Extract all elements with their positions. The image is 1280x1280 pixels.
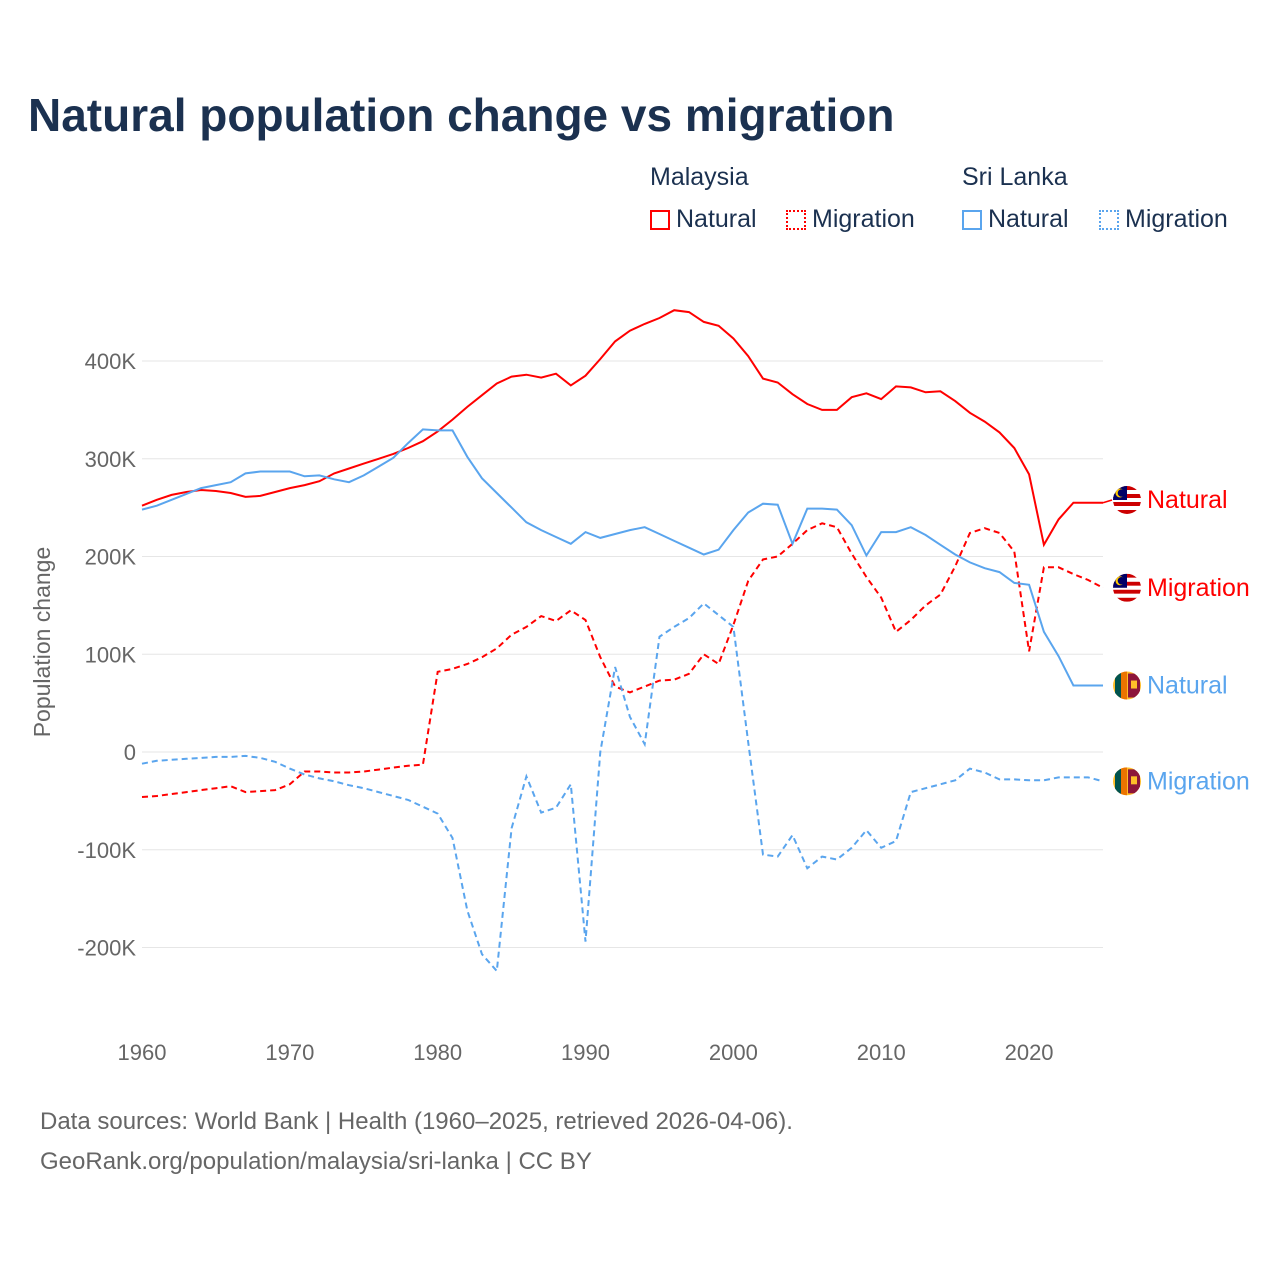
series-line-sri-lanka-migration [141, 602, 1104, 974]
sri-lanka-flag-icon [1113, 767, 1141, 796]
legend-label: Natural [988, 205, 1069, 233]
end-label-sri-lanka-natural: Natural [1113, 671, 1228, 700]
solid-swatch-icon [962, 209, 982, 230]
x-tick-label: 1990 [561, 1040, 610, 1065]
x-tick-label: 2010 [857, 1040, 906, 1065]
y-tick-label: -100K [77, 838, 136, 863]
y-tick-label: 300K [85, 447, 137, 472]
legend-item-malaysia-migration[interactable]: Migration [786, 205, 915, 234]
footer-sources: Data sources: World Bank | Health (1960–… [40, 1108, 793, 1135]
legend-group-sri-lanka: Sri Lanka [962, 163, 1068, 191]
y-tick-label: 100K [85, 642, 137, 667]
y-tick-label: -200K [77, 936, 136, 961]
end-label-sri-lanka-migration: Migration [1113, 767, 1250, 796]
y-tick-label: 200K [85, 545, 137, 570]
legend-group-malaysia: Malaysia [650, 163, 749, 191]
x-tick-label: 1970 [265, 1040, 314, 1065]
footer-attribution: GeoRank.org/population/malaysia/sri-lank… [40, 1148, 592, 1175]
legend-label: Natural [676, 205, 757, 233]
dotted-swatch-icon [786, 209, 806, 230]
legend-item-sri-lanka-migration[interactable]: Migration [1099, 205, 1228, 234]
x-tick-label: 1980 [413, 1040, 462, 1065]
legend-label: Migration [812, 205, 915, 233]
solid-swatch-icon [650, 209, 670, 230]
end-label-text: Migration [1147, 574, 1250, 602]
end-label-malaysia-migration: Migration [1113, 573, 1250, 602]
legend-label: Migration [1125, 205, 1228, 233]
y-axis-label: Population change [29, 547, 55, 738]
malaysia-flag-icon [1113, 486, 1141, 514]
label-connector [1102, 499, 1113, 504]
malaysia-flag-icon [1113, 573, 1141, 602]
dotted-swatch-icon [1099, 209, 1119, 230]
end-label-text: Migration [1147, 767, 1250, 795]
y-tick-label: 400K [85, 349, 137, 374]
end-label-text: Natural [1147, 486, 1228, 514]
legend-item-sri-lanka-natural[interactable]: Natural [962, 205, 1069, 234]
series-line-sri-lanka-natural [141, 428, 1103, 687]
series-line-malaysia-natural [141, 309, 1103, 548]
y-tick-label: 0 [124, 740, 136, 765]
legend-item-malaysia-natural[interactable]: Natural [650, 205, 757, 234]
x-tick-label: 2020 [1005, 1040, 1054, 1065]
x-tick-label: 1960 [118, 1040, 167, 1065]
series-line-malaysia-migration [141, 522, 1104, 798]
sri-lanka-flag-icon [1113, 671, 1141, 700]
end-label-text: Natural [1147, 672, 1228, 700]
x-tick-label: 2000 [709, 1040, 758, 1065]
end-label-malaysia-natural: Natural [1102, 486, 1228, 514]
chart-title: Natural population change vs migration [28, 89, 895, 141]
